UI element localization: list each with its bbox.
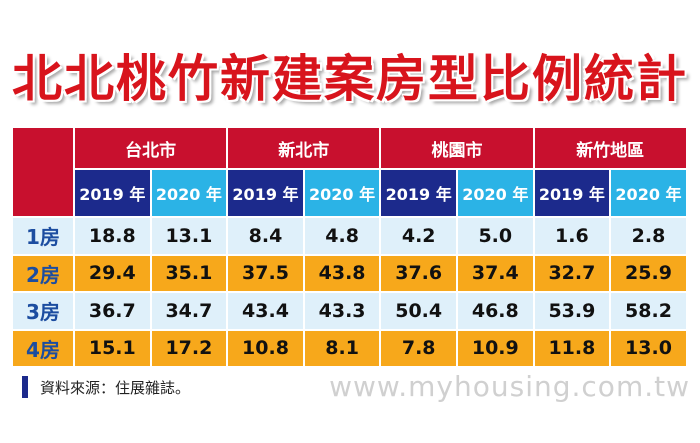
value-cell: 37.4 [458,255,535,293]
value-cell: 25.9 [611,255,688,293]
group-header: 桃園市 [381,128,535,170]
row-label: 2房 [13,255,75,293]
source: 資料來源：住展雜誌。 [22,376,190,398]
value-cell: 35.1 [151,255,229,293]
row-label: 3房 [13,293,75,331]
value-cell: 10.9 [458,330,535,368]
value-cell: 17.2 [151,330,229,368]
value-cell: 43.3 [304,293,382,331]
corner-header [13,128,75,218]
value-cell: 5.0 [458,218,535,256]
year-header: 2019 年 [228,170,305,218]
value-cell: 36.7 [75,293,152,331]
value-cell: 50.4 [381,293,458,331]
value-cell: 1.6 [534,218,612,256]
title: 北北桃竹新建案房型比例統計 [12,50,688,108]
value-cell: 4.8 [304,218,382,256]
value-cell: 37.6 [381,255,458,293]
value-cell: 43.4 [228,293,305,331]
value-cell: 8.1 [304,330,382,368]
value-cell: 34.7 [151,293,229,331]
row-label: 4房 [13,330,75,368]
value-cell: 7.8 [381,330,458,368]
year-header: 2019 年 [534,170,612,218]
value-cell: 46.8 [458,293,535,331]
value-cell: 18.8 [75,218,152,256]
year-header: 2020 年 [458,170,535,218]
value-cell: 13.0 [611,330,688,368]
row-label: 1房 [13,218,75,256]
year-header: 2020 年 [151,170,229,218]
year-header: 2019 年 [75,170,152,218]
value-cell: 10.8 [228,330,305,368]
value-cell: 53.9 [534,293,612,331]
value-cell: 32.7 [534,255,612,293]
group-header: 新北市 [228,128,382,170]
value-cell: 15.1 [75,330,152,368]
value-cell: 2.8 [611,218,688,256]
year-header: 2020 年 [304,170,382,218]
value-cell: 4.2 [381,218,458,256]
value-cell: 58.2 [611,293,688,331]
value-cell: 29.4 [75,255,152,293]
watermark: www.myhousing.com.tw [329,369,690,403]
year-header: 2020 年 [611,170,688,218]
value-cell: 37.5 [228,255,305,293]
group-header: 台北市 [75,128,229,170]
value-cell: 13.1 [151,218,229,256]
group-header: 新竹地區 [534,128,688,170]
year-header: 2019 年 [381,170,458,218]
value-cell: 11.8 [534,330,612,368]
value-cell: 8.4 [228,218,305,256]
value-cell: 43.8 [304,255,382,293]
